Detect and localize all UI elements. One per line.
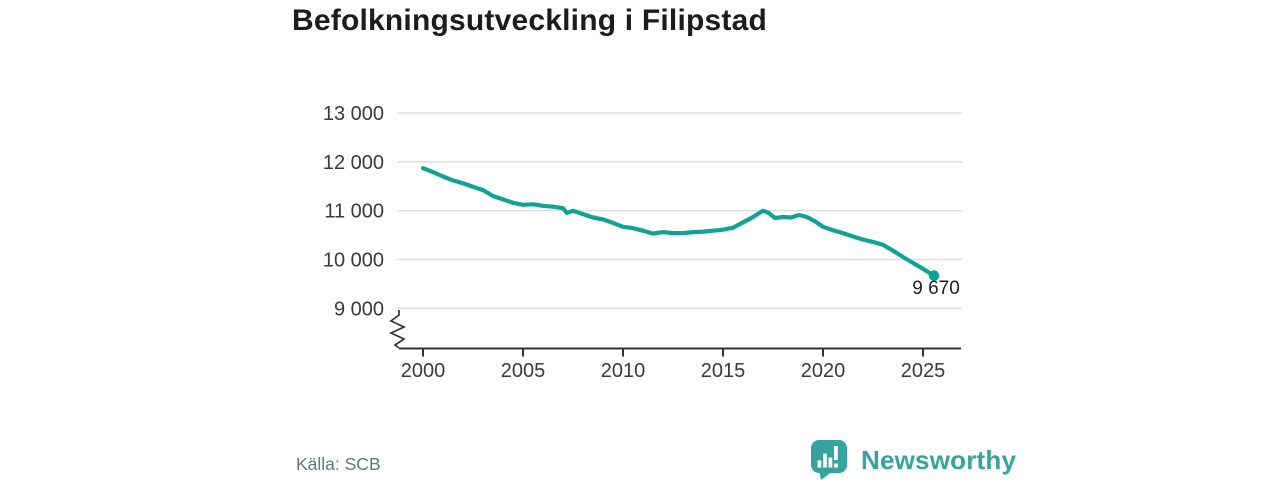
x-tick-label: 2000 [401, 360, 446, 382]
bar-tall [823, 453, 827, 468]
y-tick-label: 12 000 [323, 152, 384, 174]
end-point-marker [928, 270, 940, 281]
y-tick-label: 11 000 [324, 201, 384, 223]
y-tick-label: 10 000 [323, 249, 384, 271]
newsworthy-wordmark: Newsworthy [861, 444, 1017, 475]
exclamation-bar [834, 446, 838, 460]
data-series [420, 166, 940, 281]
newsworthy-bar-chart-bubble-icon [811, 440, 847, 480]
y-tick-label: 13 000 [323, 103, 384, 125]
source-attribution: Källa: SCB [296, 454, 381, 474]
newsworthy-logo: Newsworthy [810, 439, 1016, 481]
x-tick-label: 2010 [601, 360, 646, 382]
population-line [420, 166, 937, 278]
exclamation-dot [834, 463, 838, 468]
bar-short [817, 460, 822, 468]
end-value-label: 9 670 [912, 278, 960, 299]
y-axis-break-icon [388, 310, 407, 349]
gridlines: 13 000 12 000 11 000 10 000 9 000 [323, 103, 962, 320]
y-tick-label: 9 000 [334, 298, 384, 320]
x-axis: 2000 2005 2010 2015 2020 2025 [399, 347, 961, 382]
x-tick-label: 2005 [501, 360, 546, 382]
x-tick-label: 2020 [801, 360, 846, 382]
x-tick-label: 2015 [701, 360, 746, 382]
x-tick-label: 2025 [901, 360, 946, 382]
chart-title: Befolkningsutveckling i Filipstad [292, 4, 767, 37]
bar-medium [828, 457, 833, 468]
